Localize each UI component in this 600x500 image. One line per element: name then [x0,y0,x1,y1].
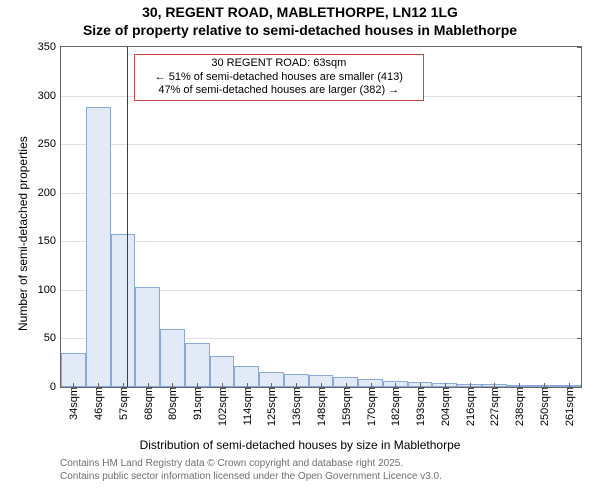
x-tick-mark [519,383,520,388]
x-tick-label: 68sqm [141,387,155,420]
footer-line-2: Contains public sector information licen… [60,471,442,484]
y-tick-label: 150 [38,235,61,247]
footer-line-1: Contains HM Land Registry data © Crown c… [60,458,442,471]
x-tick-mark [445,383,446,388]
x-tick-label: 216sqm [463,387,477,426]
x-tick-mark [222,383,223,388]
y-tick-label: 300 [38,90,61,102]
x-tick-label: 136sqm [289,387,303,426]
x-tick-mark [420,383,421,388]
histogram-bar [185,343,210,387]
y-tick-mark [577,241,582,242]
plot-area: 05010015020025030035034sqm46sqm57sqm68sq… [60,46,582,388]
y-tick-label: 0 [50,381,61,393]
x-tick-mark [494,383,495,388]
attribution-footer: Contains HM Land Registry data © Crown c… [60,458,442,483]
x-tick-label: 114sqm [240,387,254,425]
x-tick-label: 46sqm [91,387,105,420]
y-tick-mark [577,193,582,194]
x-tick-mark [569,383,570,388]
x-tick-label: 182sqm [388,387,402,426]
x-tick-mark [148,383,149,388]
histogram-bar [86,107,111,387]
x-tick-label: 125sqm [264,387,278,426]
y-tick-mark [577,290,582,291]
x-tick-mark [73,383,74,388]
annotation-line: ← 51% of semi-detached houses are smalle… [139,71,419,85]
y-tick-label: 350 [38,41,61,53]
y-tick-mark [577,387,582,388]
x-tick-mark [271,383,272,388]
title-line-1: 30, REGENT ROAD, MABLETHORPE, LN12 1LG [0,4,600,22]
y-axis-label: Number of semi-detached properties [16,136,30,331]
x-tick-mark [98,383,99,388]
x-tick-mark [296,383,297,388]
histogram-bar [135,287,160,387]
annotation-line: 30 REGENT ROAD: 63sqm [139,57,419,71]
x-axis-label: Distribution of semi-detached houses by … [0,438,600,452]
x-tick-label: 227sqm [487,387,501,426]
x-tick-label: 170sqm [364,387,378,426]
x-tick-label: 250sqm [537,387,551,426]
x-tick-label: 57sqm [116,387,130,420]
y-tick-mark [577,47,582,48]
x-tick-label: 34sqm [66,387,80,420]
histogram-bar [111,234,136,387]
gridline [61,193,581,194]
x-tick-label: 102sqm [215,387,229,426]
x-tick-mark [470,383,471,388]
histogram-bar [61,353,86,387]
x-tick-label: 91sqm [190,387,204,420]
title-line-2: Size of property relative to semi-detach… [0,22,600,40]
x-tick-mark [346,383,347,388]
x-tick-label: 159sqm [339,387,353,426]
y-tick-mark [577,338,582,339]
x-tick-mark [197,383,198,388]
x-tick-label: 261sqm [562,387,576,426]
y-tick-mark [577,144,582,145]
x-tick-mark [247,383,248,388]
x-tick-label: 80sqm [165,387,179,420]
gridline [61,144,581,145]
y-tick-mark [577,96,582,97]
x-tick-mark [395,383,396,388]
gridline [61,241,581,242]
annotation-box: 30 REGENT ROAD: 63sqm← 51% of semi-detac… [134,54,424,101]
x-tick-mark [123,383,124,388]
y-tick-label: 50 [44,332,61,344]
histogram-chart: 30, REGENT ROAD, MABLETHORPE, LN12 1LG S… [0,0,600,500]
y-tick-label: 200 [38,187,61,199]
x-tick-mark [321,383,322,388]
x-tick-label: 238sqm [512,387,526,426]
reference-line [127,47,128,387]
x-tick-label: 193sqm [413,387,427,426]
annotation-line: 47% of semi-detached houses are larger (… [139,84,419,98]
chart-title: 30, REGENT ROAD, MABLETHORPE, LN12 1LG S… [0,0,600,39]
x-tick-mark [544,383,545,388]
histogram-bar [160,329,185,387]
x-tick-mark [172,383,173,388]
x-tick-label: 148sqm [314,387,328,426]
y-tick-label: 100 [38,284,61,296]
y-tick-label: 250 [38,138,61,150]
x-tick-label: 204sqm [438,387,452,426]
x-tick-mark [371,383,372,388]
